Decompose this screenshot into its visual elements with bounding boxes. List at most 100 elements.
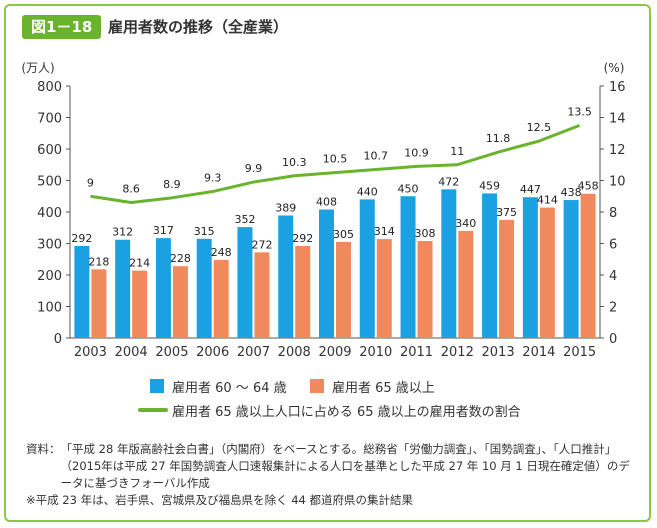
bar-60-64 xyxy=(237,227,253,338)
bar-60-64 xyxy=(441,189,457,338)
bar-60-64-label: 408 xyxy=(316,195,337,208)
footnote-text: ※平成 23 年は、岩手県、宮城県及び福島県を除く 44 都道府県の集計結果 xyxy=(26,493,414,507)
bar-65-plus xyxy=(580,193,596,338)
y-tick-left-label: 300 xyxy=(37,238,62,253)
y-tick-left-label: 200 xyxy=(37,269,62,284)
bar-60-64-label: 447 xyxy=(520,183,541,196)
source-note: 資料： 「平成 28 年版高齢社会白書」（内閣府）をベースとする。総務省「労働力… xyxy=(26,441,638,492)
bar-65-plus xyxy=(376,239,392,338)
bar-65-plus-label: 292 xyxy=(292,232,313,245)
ratio-line-label: 10.7 xyxy=(364,149,389,162)
bar-60-64-label: 389 xyxy=(275,201,296,214)
y-tick-right-label: 8 xyxy=(609,206,617,221)
bar-65-plus xyxy=(254,252,270,338)
bar-60-64-label: 315 xyxy=(194,225,215,238)
ratio-line-label: 8.6 xyxy=(122,183,140,196)
bar-65-plus-label: 305 xyxy=(333,228,354,241)
x-tick-label: 2008 xyxy=(278,345,311,360)
bar-60-64-label: 450 xyxy=(398,182,419,195)
x-tick-label: 2015 xyxy=(563,345,596,360)
y-axis-right-unit: (%) xyxy=(604,61,625,75)
source-label: 資料： xyxy=(26,442,61,456)
bar-65-plus-label: 272 xyxy=(251,238,272,251)
y-tick-right-label: 0 xyxy=(609,332,617,347)
bar-65-plus-label: 340 xyxy=(455,217,476,230)
x-tick-label: 2006 xyxy=(196,345,229,360)
y-tick-left-label: 500 xyxy=(37,175,62,190)
bar-60-64-label: 317 xyxy=(153,224,174,237)
bar-60-64-label: 352 xyxy=(234,213,255,226)
y-tick-right-label: 10 xyxy=(609,175,626,190)
x-tick-label: 2012 xyxy=(441,345,474,360)
ratio-line-label: 9 xyxy=(87,176,94,189)
x-tick-label: 2010 xyxy=(359,345,392,360)
x-tick-label: 2011 xyxy=(400,345,433,360)
bar-65-plus xyxy=(336,241,351,338)
bar-60-64 xyxy=(400,196,416,338)
y-tick-left-label: 700 xyxy=(37,112,62,127)
bar-65-plus xyxy=(213,259,229,338)
x-tick-label: 2004 xyxy=(115,345,148,360)
bar-65-plus xyxy=(499,219,515,338)
bar-65-plus-label: 228 xyxy=(170,252,191,265)
y-tick-right-label: 2 xyxy=(609,301,617,316)
legend-swatch-ratio xyxy=(138,408,168,412)
ratio-line-label: 11.8 xyxy=(486,132,511,145)
ratio-line xyxy=(90,123,581,205)
legend-label-60-64: 雇用者 60 ～ 64 歳 xyxy=(172,381,287,396)
y-tick-right-label: 12 xyxy=(609,143,626,158)
bar-65-plus xyxy=(295,246,311,338)
y-tick-left-label: 100 xyxy=(37,301,62,316)
bar-60-64 xyxy=(522,197,538,338)
y-tick-left-label: 800 xyxy=(37,80,62,95)
footnote: ※平成 23 年は、岩手県、宮城県及び福島県を除く 44 都道府県の集計結果 xyxy=(26,492,638,509)
bar-60-64 xyxy=(196,238,212,338)
bar-60-64-label: 440 xyxy=(357,185,378,198)
y-tick-right-label: 6 xyxy=(609,238,617,253)
y-tick-left-label: 400 xyxy=(37,206,62,221)
bar-60-64 xyxy=(278,215,294,338)
x-tick-label: 2013 xyxy=(482,345,515,360)
x-tick-label: 2003 xyxy=(74,345,107,360)
bar-60-64-label: 292 xyxy=(71,232,92,245)
legend-swatch-60-64 xyxy=(150,379,164,393)
bar-60-64 xyxy=(115,239,131,338)
legend-label-ratio: 雇用者 65 歳以上人口に占める 65 歳以上の雇用者数の割合 xyxy=(172,405,521,420)
bar-65-plus xyxy=(91,269,107,338)
bar-65-plus-label: 314 xyxy=(374,225,395,238)
x-tick-label: 2014 xyxy=(522,345,555,360)
bar-65-plus-label: 248 xyxy=(211,246,232,259)
ratio-line-label: 12.5 xyxy=(527,121,552,134)
ratio-line-label: 10.5 xyxy=(323,153,348,166)
bar-65-plus-label: 308 xyxy=(415,227,436,240)
y-tick-right-label: 14 xyxy=(609,112,626,127)
bar-65-plus xyxy=(539,207,555,338)
y-axis-left-unit: (万人) xyxy=(21,61,54,75)
bar-60-64 xyxy=(319,209,334,338)
bar-60-64-label: 312 xyxy=(112,226,133,239)
bar-65-plus xyxy=(458,230,474,338)
legend-swatch-65-plus xyxy=(310,379,324,393)
ratio-line-label: 11 xyxy=(450,145,464,158)
ratio-line-label: 9.9 xyxy=(245,162,263,175)
bar-60-64 xyxy=(563,200,579,338)
figure-title: 雇用者数の推移（全産業） xyxy=(108,18,289,36)
y-tick-left-label: 600 xyxy=(37,143,62,158)
y-tick-right-label: 16 xyxy=(609,80,626,95)
bar-65-plus-label: 458 xyxy=(578,180,599,193)
y-tick-left-label: 0 xyxy=(54,332,62,347)
bar-65-plus-label: 414 xyxy=(537,194,558,207)
bar-60-64-label: 472 xyxy=(438,175,459,188)
bar-60-64 xyxy=(359,199,375,338)
bar-65-plus xyxy=(172,266,188,338)
y-tick-right-label: 4 xyxy=(609,269,617,284)
x-tick-label: 2009 xyxy=(318,345,351,360)
ratio-line-label: 10.9 xyxy=(404,146,429,159)
bar-65-plus xyxy=(417,240,433,338)
x-tick-label: 2007 xyxy=(237,345,270,360)
bar-65-plus xyxy=(132,270,148,338)
figure-number-badge: 図1－18 xyxy=(22,15,102,39)
bar-60-64 xyxy=(74,246,90,338)
bar-65-plus-label: 375 xyxy=(496,206,517,219)
